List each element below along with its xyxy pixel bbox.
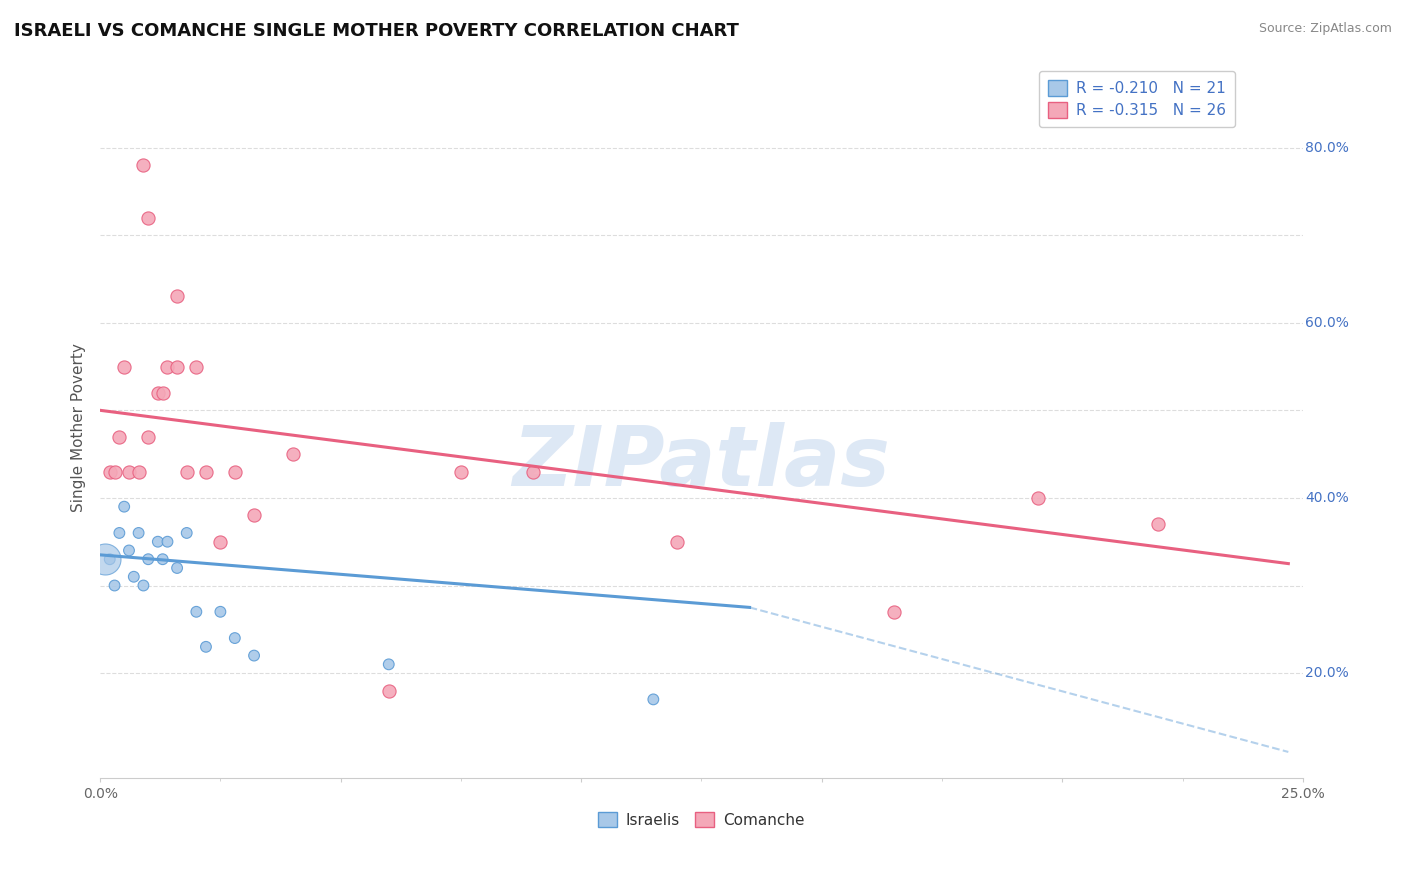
- Point: [112, 359, 135, 374]
- Y-axis label: Single Mother Poverty: Single Mother Poverty: [72, 343, 86, 512]
- Point: [224, 465, 246, 479]
- Point: [98, 465, 121, 479]
- Point: [166, 561, 188, 575]
- Point: [108, 429, 131, 443]
- Text: 60.0%: 60.0%: [1305, 316, 1348, 330]
- Point: [209, 605, 232, 619]
- Point: [152, 385, 174, 400]
- Point: [98, 552, 121, 566]
- Point: [118, 543, 141, 558]
- Legend: Israelis, Comanche: Israelis, Comanche: [592, 805, 811, 834]
- Point: [103, 465, 125, 479]
- Point: [103, 578, 125, 592]
- Point: [194, 640, 217, 654]
- Point: [883, 605, 905, 619]
- Point: [166, 289, 188, 303]
- Point: [132, 578, 155, 592]
- Text: 20.0%: 20.0%: [1305, 666, 1348, 680]
- Point: [643, 692, 665, 706]
- Point: [112, 500, 135, 514]
- Point: [1026, 491, 1049, 505]
- Point: [94, 552, 117, 566]
- Text: ISRAELI VS COMANCHE SINGLE MOTHER POVERTY CORRELATION CHART: ISRAELI VS COMANCHE SINGLE MOTHER POVERT…: [14, 22, 740, 40]
- Point: [224, 631, 246, 645]
- Point: [209, 534, 232, 549]
- Point: [156, 534, 179, 549]
- Point: [243, 508, 266, 523]
- Point: [146, 385, 169, 400]
- Point: [136, 552, 159, 566]
- Point: [128, 465, 150, 479]
- Point: [176, 525, 198, 540]
- Point: [378, 683, 401, 698]
- Text: ZIPatlas: ZIPatlas: [513, 423, 890, 503]
- Point: [281, 447, 304, 461]
- Point: [118, 465, 141, 479]
- Point: [176, 465, 198, 479]
- Point: [243, 648, 266, 663]
- Point: [122, 570, 145, 584]
- Point: [136, 211, 159, 225]
- Point: [1147, 517, 1170, 532]
- Point: [186, 605, 208, 619]
- Point: [108, 525, 131, 540]
- Point: [666, 534, 689, 549]
- Point: [166, 359, 188, 374]
- Point: [378, 657, 401, 672]
- Point: [186, 359, 208, 374]
- Point: [146, 534, 169, 549]
- Point: [136, 429, 159, 443]
- Point: [128, 525, 150, 540]
- Point: [156, 359, 179, 374]
- Text: 80.0%: 80.0%: [1305, 141, 1348, 154]
- Text: 40.0%: 40.0%: [1305, 491, 1348, 505]
- Point: [450, 465, 472, 479]
- Point: [522, 465, 544, 479]
- Point: [152, 552, 174, 566]
- Text: Source: ZipAtlas.com: Source: ZipAtlas.com: [1258, 22, 1392, 36]
- Point: [132, 158, 155, 172]
- Point: [194, 465, 217, 479]
